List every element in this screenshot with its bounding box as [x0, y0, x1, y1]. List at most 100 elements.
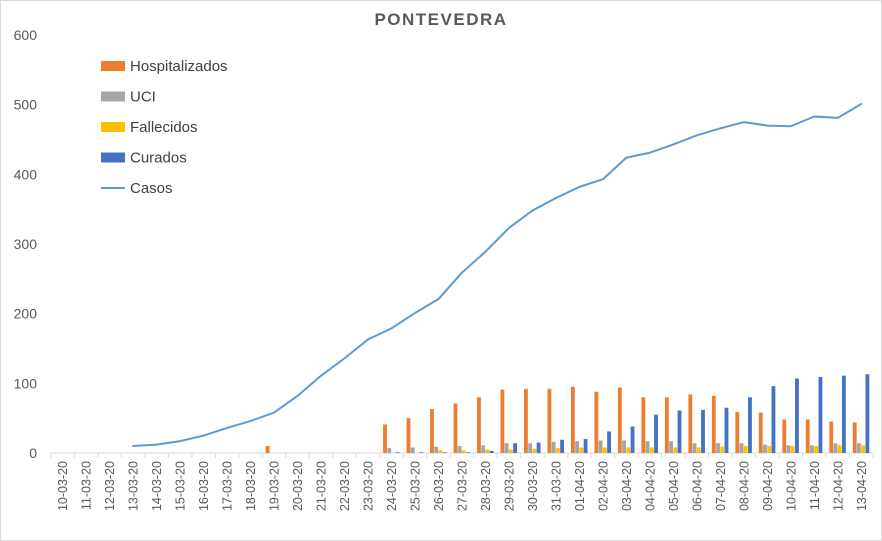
bar-hospitalizados — [570, 386, 575, 453]
bar-curados — [630, 426, 635, 453]
bar-hospitalizados — [383, 424, 387, 453]
bar-hospitalizados — [453, 403, 458, 453]
bar-curados — [607, 431, 611, 453]
y-tick-label: 200 — [14, 306, 38, 322]
bar-curados — [560, 439, 564, 453]
bar-uci — [575, 441, 580, 453]
bar-curados — [466, 452, 471, 453]
legend-label-uci: UCI — [130, 89, 156, 106]
x-tick-label: 15-03-20 — [174, 461, 188, 511]
y-axis: 0 100 200 300 400 500 600 — [14, 27, 38, 461]
legend-label-hospitalizados: Hospitalizados — [130, 58, 228, 75]
bar-curados — [536, 442, 541, 453]
x-tick-label: 08-04-20 — [737, 461, 751, 511]
x-tick-label: 12-04-20 — [831, 461, 845, 511]
bar-uci — [551, 441, 556, 453]
bar-uci — [598, 440, 603, 453]
x-tick-label: 04-04-20 — [643, 461, 657, 511]
y-tick-label: 600 — [14, 27, 38, 43]
x-tick-label: 17-03-20 — [221, 461, 235, 511]
bar-hospitalizados — [711, 395, 716, 453]
bar-uci — [622, 440, 626, 453]
x-tick-label: 29-03-20 — [502, 461, 516, 511]
bar-hospitalizados — [664, 397, 669, 453]
bar-uci — [387, 448, 392, 453]
legend-swatch-fallecidos — [101, 122, 125, 132]
bar-hospitalizados — [500, 389, 505, 453]
bar-fallecidos — [743, 446, 748, 453]
legend-swatch-curados — [101, 152, 125, 163]
bar-fallecidos — [485, 449, 490, 453]
bar-uci — [786, 445, 791, 453]
bar-uci — [434, 446, 439, 453]
bar-hospitalizados — [477, 397, 481, 453]
bar-uci — [645, 441, 650, 453]
x-tick-label: 07-04-20 — [714, 461, 728, 511]
bar-fallecidos — [767, 446, 772, 453]
x-tick-label: 13-03-20 — [127, 461, 141, 511]
legend-label-casos: Casos — [130, 180, 173, 197]
bar-fallecidos — [602, 447, 607, 453]
bar-fallecidos — [626, 447, 631, 453]
x-tick-label: 11-04-20 — [808, 461, 822, 510]
bar-hospitalizados — [782, 419, 787, 453]
y-tick-label: 500 — [14, 97, 38, 113]
x-tick-label: 09-04-20 — [761, 461, 775, 511]
x-tick-label: 25-03-20 — [409, 461, 423, 511]
bar-uci — [457, 446, 462, 453]
bar-uci — [410, 447, 415, 453]
x-tick-label: 05-04-20 — [667, 461, 681, 511]
bar-fallecidos — [462, 450, 466, 453]
y-tick-label: 400 — [14, 166, 38, 182]
bar-hospitalizados — [547, 388, 552, 453]
bar-uci — [857, 443, 861, 453]
bar-hospitalizados — [735, 411, 740, 453]
x-tick-label: 02-04-20 — [596, 461, 610, 511]
bar-uci — [528, 443, 533, 453]
bar-uci — [833, 443, 838, 453]
x-tick-label: 03-04-20 — [620, 461, 634, 511]
bar-uci — [716, 443, 720, 453]
bar-fallecidos — [720, 446, 725, 453]
x-tick-label: 26-03-20 — [432, 461, 446, 511]
x-tick-label: 21-03-20 — [315, 461, 329, 511]
x-tick-label: 18-03-20 — [244, 461, 258, 511]
bar-curados — [795, 378, 799, 453]
bar-hospitalizados — [641, 397, 646, 453]
bar-curados — [677, 410, 682, 453]
bar-uci — [481, 445, 486, 453]
bar-hospitalizados — [617, 387, 622, 453]
bar-fallecidos — [790, 446, 795, 453]
x-tick-label: 22-03-20 — [338, 461, 352, 511]
bar-uci — [763, 444, 767, 453]
bar-uci — [810, 445, 814, 453]
bar-uci — [739, 443, 744, 453]
x-tick-label: 14-03-20 — [150, 461, 164, 511]
bar-curados — [748, 397, 752, 453]
bar-curados — [724, 407, 729, 453]
bar-curados — [701, 409, 705, 453]
bar-hospitalizados — [852, 422, 857, 453]
bar-hospitalizados — [805, 419, 810, 453]
bars — [265, 374, 870, 453]
legend-label-fallecidos: Fallecidos — [130, 119, 198, 136]
x-axis: 10-03-20 11-03-20 12-03-20 13-03-20 14-03-20… — [50, 452, 874, 511]
bar-hospitalizados — [594, 391, 599, 453]
bar-uci — [669, 441, 673, 453]
line-casos — [132, 102, 863, 448]
x-tick-label: 28-03-20 — [479, 461, 493, 511]
bar-curados — [513, 443, 518, 453]
bar-hospitalizados — [688, 394, 693, 453]
bar-hospitalizados — [524, 388, 528, 453]
bar-fallecidos — [579, 447, 584, 453]
bar-curados — [865, 374, 870, 453]
bar-fallecidos — [649, 447, 654, 453]
legend-swatch-hospitalizados — [101, 61, 125, 71]
x-tick-label: 11-03-20 — [80, 461, 94, 510]
x-tick-label: 06-04-20 — [690, 461, 704, 511]
x-tick-label: 27-03-20 — [456, 461, 470, 511]
x-tick-label: 16-03-20 — [197, 461, 211, 511]
bar-curados — [442, 452, 447, 453]
